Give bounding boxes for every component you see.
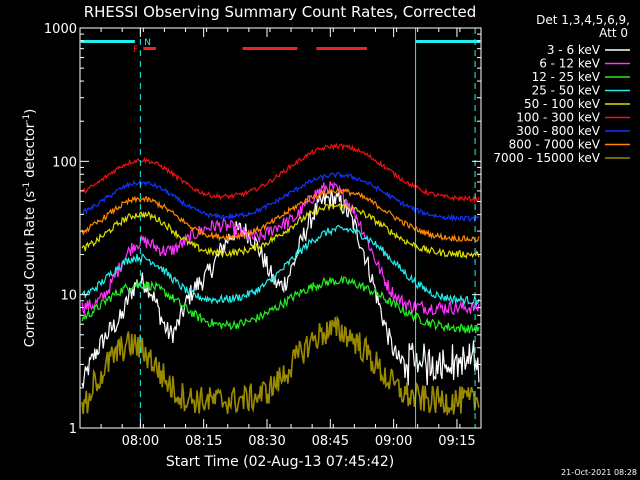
legend-label: 6 - 12 keV (539, 57, 601, 71)
flare-flag-label: F (133, 45, 138, 55)
series-100-300kev (81, 142, 480, 204)
y-tick-label: 100 (52, 155, 77, 170)
series-50-100kev (81, 202, 480, 260)
flare-bar (316, 47, 368, 50)
plot-frame (79, 27, 482, 429)
chart-title: RHESSI Observing Summary Count Rates, Co… (84, 3, 477, 21)
series-line (81, 187, 480, 243)
y-tick-label: 1 (69, 422, 77, 437)
series-800-7000kev (81, 187, 480, 243)
flare-bar (143, 47, 156, 50)
series-line (81, 224, 480, 307)
series-300-800kev (81, 172, 480, 223)
legend-label: 12 - 25 keV (532, 70, 601, 84)
y-label-end: ) (23, 109, 38, 114)
legend-title: Det 1,3,4,5,6,9, (536, 13, 630, 27)
x-axis: 08:00 08:15 08:30 08:45 09:00 09:15 (79, 28, 482, 449)
legend-label: 50 - 100 keV (524, 97, 601, 111)
series-3-6kev (81, 189, 480, 388)
x-axis-label: Start Time (02-Aug-13 07:45:42) (166, 454, 394, 470)
y-tick-label: 1000 (44, 22, 77, 37)
y-tick-label: 10 (60, 289, 77, 304)
series-line (81, 202, 480, 260)
overlay-layer: FN (80, 28, 481, 428)
legend-label: 800 - 7000 keV (509, 138, 601, 152)
series-7000-15000kev (81, 315, 480, 416)
series-line (81, 274, 480, 334)
legend-subtitle: Att 0 (599, 26, 628, 40)
series-line (81, 142, 480, 204)
y-label-sup-1: -1 (22, 182, 32, 191)
series-12-25kev (81, 274, 480, 334)
x-tick-label: 09:00 (375, 434, 412, 449)
series-6-12kev (81, 181, 480, 316)
legend-label: 25 - 50 keV (532, 84, 601, 98)
night-bar (415, 40, 481, 43)
render-timestamp: 21-Oct-2021 08:28 (561, 468, 637, 477)
y-label-sup-2: -1 (22, 114, 32, 123)
legend-label: 3 - 6 keV (547, 43, 601, 57)
night-bar (80, 40, 135, 43)
x-tick-label: 08:30 (248, 434, 285, 449)
series-25-50kev (81, 224, 480, 307)
x-tick-label: 09:15 (438, 434, 475, 449)
legend-label: 300 - 800 keV (516, 124, 600, 138)
legend-label: 100 - 300 keV (516, 111, 600, 125)
y-axis-label: Corrected Count Rate (s-1 detector-1) (22, 109, 38, 347)
x-tick-label: 08:00 (122, 434, 159, 449)
series-line (81, 172, 480, 223)
series-line (81, 189, 480, 388)
series-line (81, 181, 480, 316)
series-line (81, 315, 480, 416)
flare-bar (242, 47, 298, 50)
night-flag-label: N (144, 38, 151, 48)
series-layer (81, 142, 480, 416)
x-tick-label: 08:45 (312, 434, 349, 449)
y-label-main: Corrected Count Rate (s (23, 191, 38, 348)
legend-label: 7000 - 15000 keV (493, 151, 600, 165)
x-tick-label: 08:15 (185, 434, 222, 449)
y-axis: 1 10 100 1000 (44, 22, 481, 437)
y-label-mid: detector (23, 122, 38, 182)
